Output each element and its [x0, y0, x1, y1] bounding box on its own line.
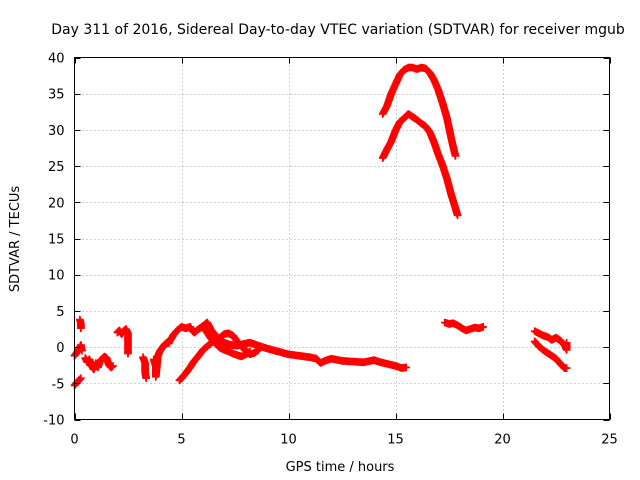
x-tick-label: 20 [494, 433, 511, 448]
y-tick-label: 40 [48, 52, 65, 67]
chart-title: Day 311 of 2016, Sidereal Day-to-day VTE… [51, 22, 625, 38]
data-point [453, 211, 462, 220]
x-tick-label: 5 [177, 433, 185, 448]
series-arc-day-3 [199, 323, 254, 361]
y-tick-label: -5 [52, 377, 65, 392]
x-tick-label: 10 [280, 433, 297, 448]
data-marks [70, 63, 571, 390]
series-arc-day-2 [175, 329, 263, 385]
x-tick-labels: 0 5 10 15 20 25 [70, 433, 617, 448]
y-tick-label: -10 [43, 414, 64, 429]
x-tick-label: 15 [387, 433, 404, 448]
series-arc-early-2 [70, 374, 85, 390]
data-point [451, 152, 460, 160]
series-arc-late-1 [440, 318, 487, 335]
data-point [142, 374, 150, 382]
series-arc-early-5 [113, 325, 132, 358]
data-point [78, 346, 86, 355]
data-point [479, 323, 487, 331]
y-tick-label: 30 [48, 124, 65, 139]
y-tick-label: 20 [48, 196, 65, 211]
grid [74, 57, 610, 420]
y-tick-label: 10 [48, 269, 65, 284]
series-arc-early-4 [81, 352, 117, 374]
y-tick-labels: -10 -5 0 5 10 15 20 25 30 35 40 [43, 52, 64, 429]
y-axis-title: SDTVAR / TECUs [8, 186, 23, 293]
y-tick-label: 35 [48, 88, 65, 103]
series-arc-early-6 [139, 353, 150, 382]
data-point [124, 349, 132, 358]
y-tick-label: 5 [56, 305, 64, 320]
series-arc-early-7 [149, 332, 177, 381]
data-point [562, 364, 571, 372]
data-point [402, 363, 410, 372]
series-arc-late-2 [530, 327, 571, 354]
series-arc-late-3 [530, 337, 571, 372]
x-axis-title: GPS time / hours [286, 460, 395, 475]
data-point [77, 374, 85, 382]
series-arc-early-1 [70, 341, 86, 360]
x-tick-label: 25 [601, 433, 618, 448]
series-arc-day-1 [169, 318, 410, 372]
axis-ticks [74, 57, 611, 421]
y-tick-label: 15 [48, 233, 65, 248]
x-tick-label: 0 [70, 433, 78, 448]
data-point [254, 346, 263, 354]
data-point [77, 324, 85, 333]
y-tick-label: 25 [48, 160, 65, 175]
data-point [246, 347, 254, 356]
plot-frame [74, 57, 610, 420]
y-tick-label: 0 [56, 341, 64, 356]
data-point [109, 362, 117, 370]
series-arc-early-3 [76, 315, 85, 333]
data-point [562, 339, 571, 347]
series-arc-high-1 [378, 63, 460, 160]
series-arc-high-2 [378, 110, 462, 220]
